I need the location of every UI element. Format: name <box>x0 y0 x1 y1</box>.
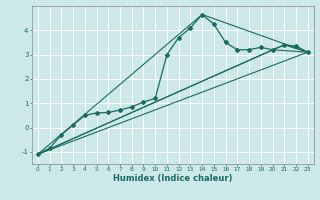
X-axis label: Humidex (Indice chaleur): Humidex (Indice chaleur) <box>113 174 233 183</box>
